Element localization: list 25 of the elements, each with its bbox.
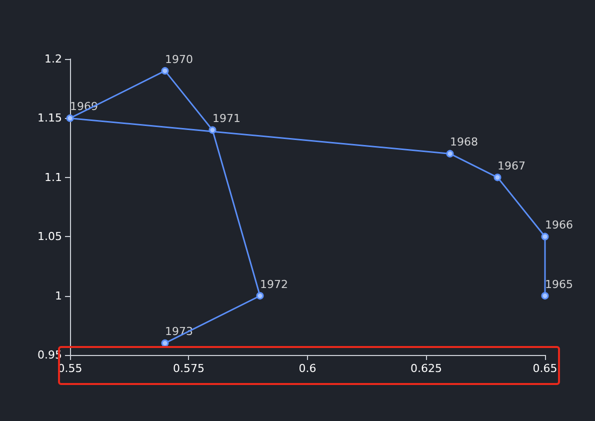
annotation: 1967 [498, 159, 526, 172]
annotation: 1971 [212, 112, 240, 126]
annotation: 1968 [450, 136, 478, 149]
point [541, 292, 549, 300]
point [494, 174, 502, 182]
point [541, 232, 549, 240]
point [208, 126, 216, 134]
annotation: 1966 [545, 218, 573, 232]
y-tick-label: 1.05 [38, 230, 62, 244]
x-tick-label: 0.575 [173, 362, 204, 375]
y-tick-label: 1.2 [44, 52, 62, 66]
x-tick-label: 0.6 [298, 362, 316, 375]
annotation: 1972 [260, 278, 288, 291]
y-tick-label: 1.15 [38, 112, 62, 125]
x-tick-label: 0.625 [410, 362, 442, 375]
point [161, 67, 169, 75]
annotation: 1970 [165, 52, 193, 66]
point [446, 150, 454, 158]
y-tick-label: 1.1 [44, 170, 62, 184]
annotation: 1965 [545, 278, 573, 291]
y-tick-label: 1 [55, 289, 62, 302]
point [161, 339, 169, 347]
point [256, 292, 264, 300]
point [66, 114, 74, 122]
x-tick-label: 0.65 [532, 362, 558, 375]
